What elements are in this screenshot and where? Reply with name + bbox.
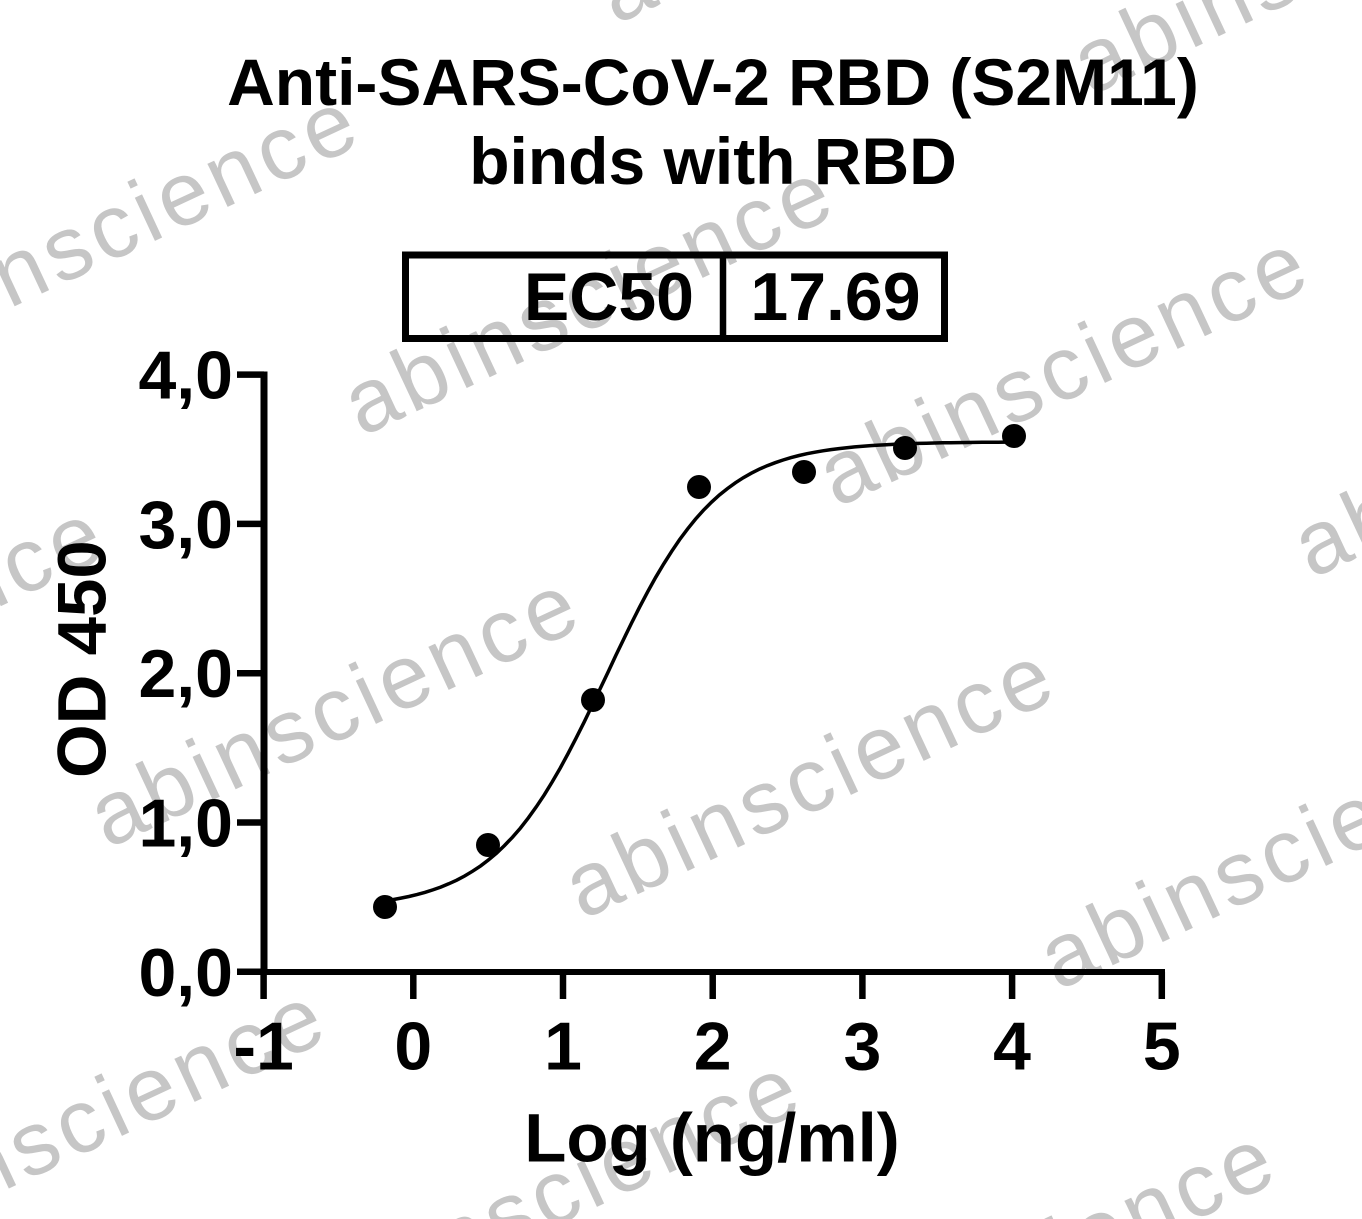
svg-text:Anti-SARS-CoV-2 RBD (S2M11): Anti-SARS-CoV-2 RBD (S2M11): [227, 45, 1199, 119]
svg-text:Log (ng/ml): Log (ng/ml): [524, 1100, 900, 1177]
svg-text:3,0: 3,0: [138, 487, 233, 563]
svg-text:EC50: EC50: [524, 259, 694, 335]
svg-text:1: 1: [544, 1009, 582, 1085]
svg-text:2,0: 2,0: [138, 636, 233, 712]
svg-text:binds with RBD: binds with RBD: [469, 124, 957, 198]
svg-text:17.69: 17.69: [750, 259, 920, 335]
svg-text:-1: -1: [233, 1009, 293, 1085]
svg-text:4: 4: [993, 1009, 1031, 1085]
svg-text:4,0: 4,0: [138, 338, 233, 414]
svg-text:1,0: 1,0: [138, 786, 233, 862]
svg-text:5: 5: [1143, 1009, 1181, 1085]
svg-text:OD 450: OD 450: [44, 540, 121, 778]
svg-text:0,0: 0,0: [138, 935, 233, 1011]
svg-text:3: 3: [843, 1009, 881, 1085]
svg-text:0: 0: [394, 1009, 432, 1085]
svg-text:2: 2: [694, 1009, 732, 1085]
